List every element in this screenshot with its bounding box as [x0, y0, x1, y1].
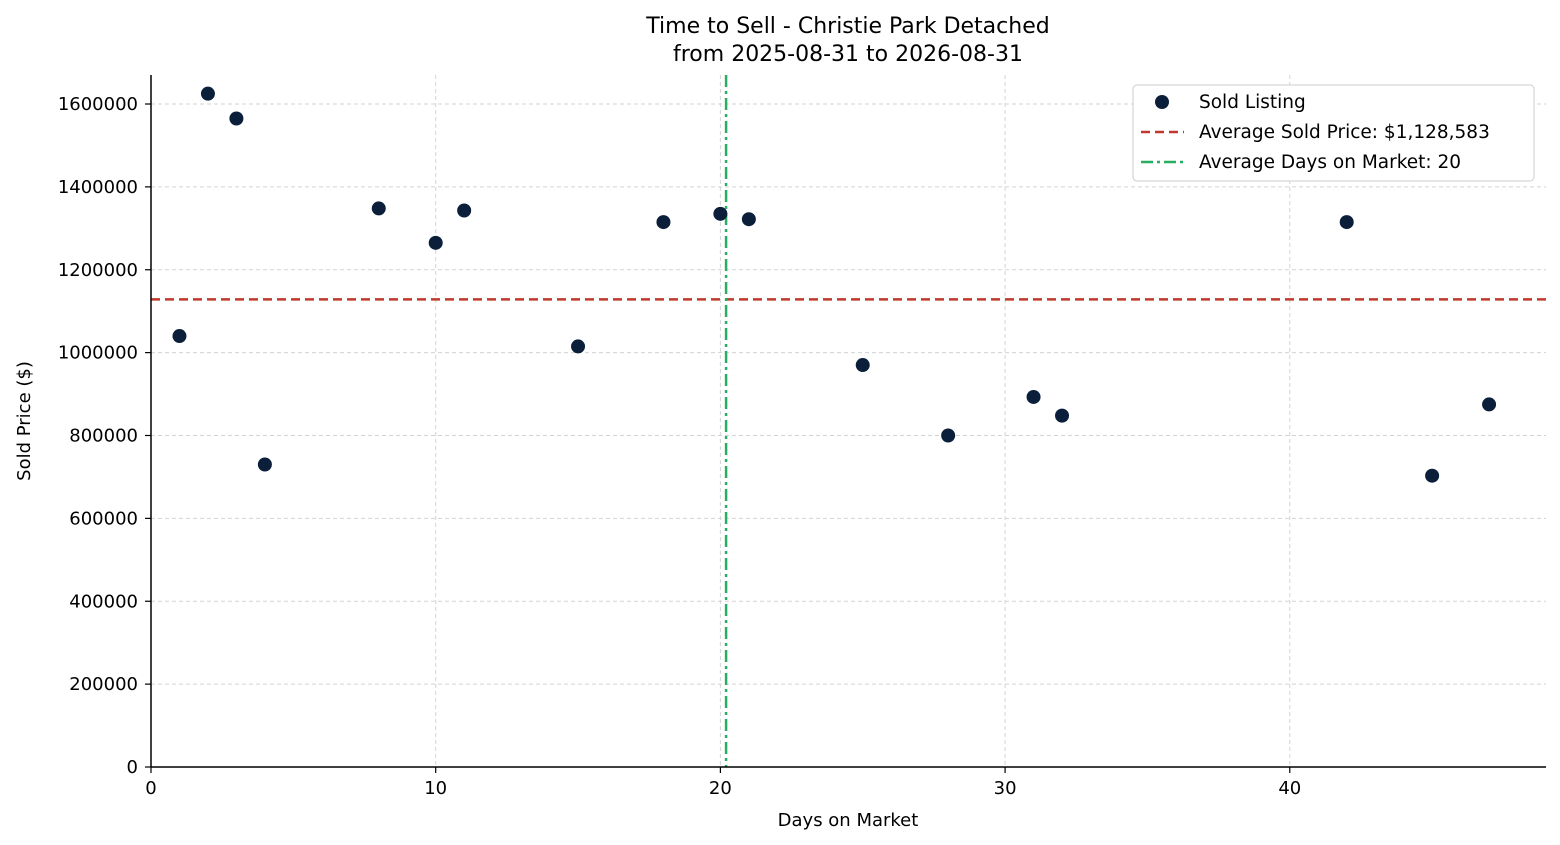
legend-label-average-price: Average Sold Price: $1,128,583 — [1199, 122, 1490, 143]
data-point — [741, 212, 756, 227]
data-point — [941, 428, 956, 443]
y-ticks: 0 200000 400000 600000 800000 1000000 1200000 1… — [58, 94, 151, 778]
data-point — [713, 206, 728, 221]
data-point — [457, 203, 472, 218]
data-point — [1482, 397, 1497, 412]
y-tick-label: 600000 — [69, 508, 138, 529]
data-point — [1425, 468, 1440, 483]
data-point — [257, 457, 272, 472]
x-tick-label: 10 — [424, 778, 447, 799]
data-point — [428, 235, 443, 250]
x-tick-label: 40 — [1278, 778, 1301, 799]
x-ticks: 0 10 20 30 40 — [145, 767, 1301, 799]
data-point — [1339, 215, 1354, 230]
data-point — [571, 339, 586, 354]
data-points — [172, 86, 1497, 483]
legend-frame — [1132, 84, 1535, 182]
chart-title: Time to Sell - Christie Park Detached — [645, 14, 1049, 39]
x-tick-label: 20 — [709, 778, 732, 799]
legend-label-sold-listing: Sold Listing — [1199, 92, 1306, 113]
chart-subtitle: from 2025-08-31 to 2026-08-31 — [673, 42, 1023, 67]
reference-lines — [151, 75, 1546, 767]
y-tick-label: 400000 — [69, 591, 138, 612]
data-point — [371, 201, 386, 216]
x-axis-label: Days on Market — [778, 810, 919, 831]
y-tick-label: 1400000 — [58, 177, 138, 198]
legend: Sold Listing Average Sold Price: $1,128,… — [1132, 84, 1535, 182]
data-point — [172, 329, 187, 344]
data-point — [855, 358, 870, 373]
y-tick-label: 1200000 — [58, 260, 138, 281]
y-tick-label: 1000000 — [58, 343, 138, 364]
data-point — [229, 111, 244, 126]
data-point — [200, 86, 215, 101]
data-point — [656, 215, 671, 230]
y-tick-label: 200000 — [69, 674, 138, 695]
legend-marker-sold-listing — [1155, 95, 1169, 109]
legend-label-average-days: Average Days on Market: 20 — [1199, 152, 1461, 173]
grid-lines — [151, 75, 1546, 767]
y-tick-label: 800000 — [69, 426, 138, 447]
data-point — [1026, 389, 1041, 404]
y-axis-label: Sold Price ($) — [14, 361, 35, 481]
y-tick-label: 1600000 — [58, 94, 138, 115]
data-point — [1055, 408, 1070, 423]
x-tick-label: 30 — [994, 778, 1017, 799]
x-tick-label: 0 — [145, 778, 156, 799]
y-tick-label: 0 — [127, 757, 138, 778]
